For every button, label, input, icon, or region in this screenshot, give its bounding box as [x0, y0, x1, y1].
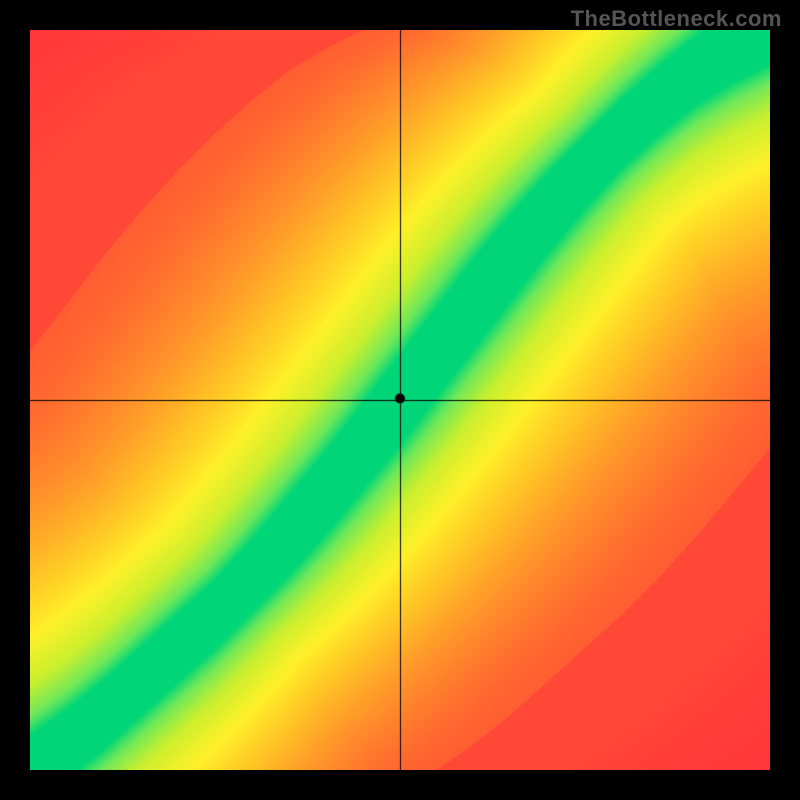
chart-container: TheBottleneck.com	[0, 0, 800, 800]
overlay-canvas	[30, 30, 770, 770]
plot-area	[30, 30, 770, 770]
watermark-text: TheBottleneck.com	[571, 6, 782, 32]
